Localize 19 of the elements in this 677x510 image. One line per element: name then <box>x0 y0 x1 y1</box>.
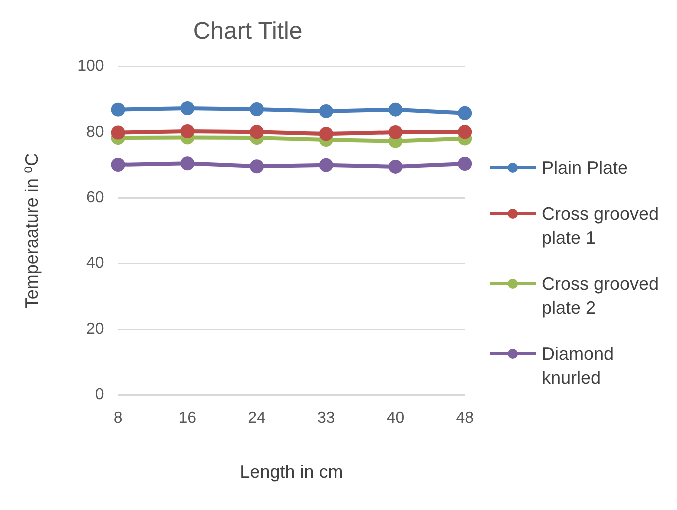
y-axis-title: Temperaature in ⁰C <box>22 153 42 309</box>
x-tick-label: 24 <box>248 410 266 428</box>
legend-label: Cross grooved plate 1 <box>542 203 660 250</box>
legend-label: Diamond knurled <box>542 343 616 390</box>
y-tick-label: 20 <box>86 320 104 338</box>
x-axis-title: Length in cm <box>240 462 344 482</box>
y-tick-label: 100 <box>78 58 104 76</box>
y-tick-label: 0 <box>95 386 104 404</box>
x-tick-label: 8 <box>114 410 123 428</box>
y-tick-label: 80 <box>86 124 104 141</box>
x-tick-label: 16 <box>178 410 197 428</box>
y-tick-label: 40 <box>86 255 104 272</box>
y-tick-label: 60 <box>86 190 104 207</box>
x-tick-label: 33 <box>317 410 336 428</box>
chart-title: Chart Title <box>193 18 303 46</box>
x-tick-label: 40 <box>386 410 405 428</box>
legend-label: Plain Plate <box>542 157 628 180</box>
legend-label: Cross grooved plate 2 <box>542 273 660 320</box>
x-tick-label: 48 <box>456 410 474 428</box>
